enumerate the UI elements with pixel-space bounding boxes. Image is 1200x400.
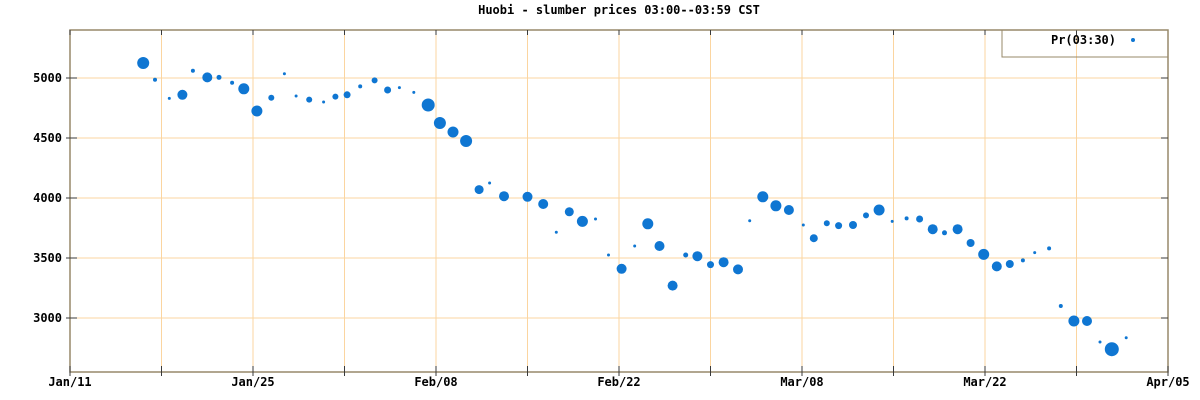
y-tick-label: 3500 bbox=[33, 250, 62, 265]
y-tick-label: 4000 bbox=[33, 190, 62, 205]
data-point bbox=[733, 264, 743, 275]
data-point bbox=[748, 219, 752, 223]
data-point bbox=[952, 224, 963, 235]
data-point bbox=[306, 96, 313, 103]
data-point bbox=[783, 205, 794, 215]
x-tick-label: Jan/25 bbox=[231, 375, 275, 389]
data-point bbox=[1098, 340, 1102, 344]
data-point bbox=[576, 215, 588, 227]
data-point bbox=[412, 90, 416, 94]
data-point bbox=[282, 72, 286, 76]
data-point bbox=[474, 185, 484, 195]
data-point bbox=[654, 241, 665, 251]
data-point bbox=[1020, 258, 1025, 263]
data-point bbox=[358, 84, 363, 89]
data-point bbox=[801, 223, 805, 227]
data-point bbox=[1058, 304, 1063, 308]
data-point bbox=[167, 96, 171, 100]
legend-box bbox=[1001, 29, 1169, 58]
data-point bbox=[863, 212, 869, 219]
data-point bbox=[268, 94, 275, 101]
data-point bbox=[849, 221, 857, 229]
data-point bbox=[757, 191, 769, 203]
data-point bbox=[927, 224, 938, 235]
data-point bbox=[447, 126, 459, 138]
chart-title: Huobi - slumber prices 03:00--03:59 CST bbox=[478, 3, 760, 17]
data-point bbox=[616, 263, 627, 274]
data-point bbox=[421, 98, 435, 112]
data-point bbox=[1082, 316, 1092, 326]
y-tick-label: 5000 bbox=[33, 70, 62, 85]
data-point bbox=[966, 239, 975, 247]
data-point bbox=[904, 216, 909, 221]
data-point bbox=[202, 72, 213, 83]
data-point bbox=[707, 261, 714, 269]
data-point bbox=[1124, 336, 1128, 340]
y-tick-label: 3000 bbox=[33, 310, 62, 325]
legend-series-label: Pr(03:30) bbox=[1050, 33, 1116, 47]
data-point bbox=[1005, 260, 1014, 268]
data-point bbox=[1104, 342, 1119, 357]
data-point bbox=[384, 86, 392, 94]
data-point bbox=[522, 191, 533, 202]
data-point bbox=[137, 57, 150, 69]
data-point bbox=[633, 244, 637, 248]
data-point bbox=[642, 218, 654, 230]
data-point bbox=[683, 252, 689, 258]
data-point bbox=[371, 77, 378, 84]
x-tick-label: Mar/08 bbox=[780, 375, 824, 389]
data-point bbox=[835, 222, 843, 230]
data-point bbox=[460, 135, 473, 147]
data-point bbox=[238, 83, 250, 95]
data-point bbox=[667, 280, 678, 291]
data-point bbox=[177, 89, 188, 100]
x-tick-label: Feb/08 bbox=[414, 375, 458, 389]
data-point bbox=[770, 200, 782, 212]
data-point bbox=[397, 86, 401, 90]
data-point bbox=[873, 204, 885, 216]
x-tick-label: Mar/22 bbox=[963, 375, 1007, 389]
y-tick-label: 4500 bbox=[33, 130, 62, 145]
data-point bbox=[322, 100, 326, 104]
data-point bbox=[607, 253, 610, 257]
data-point bbox=[332, 93, 339, 100]
data-point bbox=[294, 94, 298, 98]
data-point bbox=[692, 251, 703, 262]
data-point bbox=[499, 191, 509, 202]
data-point bbox=[190, 68, 195, 73]
data-point bbox=[809, 234, 818, 243]
data-point bbox=[991, 261, 1002, 272]
data-point bbox=[343, 91, 351, 99]
data-point bbox=[1047, 246, 1052, 251]
data-point bbox=[433, 117, 446, 129]
data-point bbox=[554, 230, 558, 234]
data-point bbox=[538, 199, 549, 209]
data-point bbox=[488, 181, 492, 185]
data-point bbox=[718, 257, 729, 268]
legend-marker bbox=[1131, 38, 1135, 42]
data-point bbox=[1068, 315, 1080, 327]
data-point bbox=[230, 80, 235, 85]
data-point bbox=[978, 248, 990, 260]
x-tick-label: Feb/22 bbox=[597, 375, 641, 389]
data-point bbox=[942, 230, 947, 236]
x-tick-label: Jan/11 bbox=[48, 375, 92, 389]
data-point bbox=[153, 77, 157, 82]
data-point bbox=[216, 74, 222, 80]
data-point bbox=[564, 207, 574, 217]
data-point bbox=[1033, 251, 1037, 255]
data-point bbox=[916, 215, 924, 223]
data-point bbox=[890, 219, 894, 223]
x-tick-label: Apr/05 bbox=[1146, 375, 1190, 389]
data-point bbox=[251, 105, 263, 117]
data-point bbox=[823, 220, 830, 227]
data-point bbox=[594, 217, 597, 221]
